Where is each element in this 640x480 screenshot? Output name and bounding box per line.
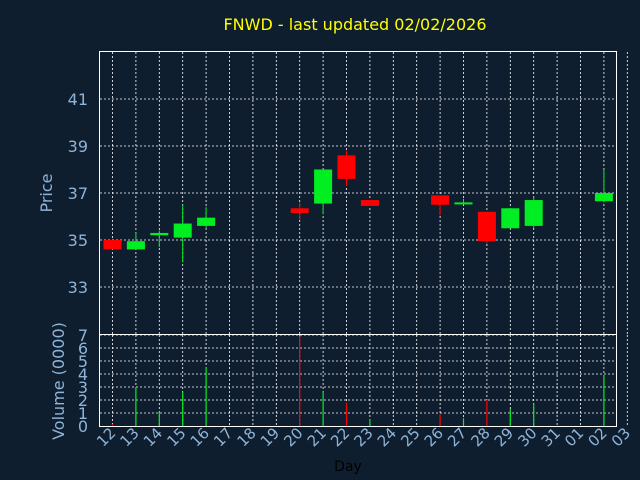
x-tick-label: 01	[561, 424, 587, 450]
candle-23	[360, 200, 379, 206]
candle-body	[477, 211, 496, 242]
candle-body	[126, 241, 145, 250]
volume-y-tick-label: 1	[78, 404, 88, 423]
candle-body	[501, 208, 520, 229]
candle-body	[173, 223, 192, 238]
x-tick-labels: 1213141516171819202122232425262728293031…	[93, 424, 634, 450]
x-tick-label: 28	[467, 424, 493, 450]
volume-y-tick-label: 3	[78, 378, 88, 397]
volume-y-tick-label: 7	[78, 326, 88, 345]
x-tick-label: 17	[210, 424, 236, 450]
volume-y-tick-label: 5	[78, 352, 88, 371]
candle-body	[431, 195, 450, 205]
candle-body	[524, 200, 543, 226]
candle-body	[197, 217, 216, 226]
x-tick-label: 14	[140, 424, 166, 450]
x-tick-label: 20	[280, 424, 306, 450]
x-tick-label: 03	[608, 424, 634, 450]
candle-22	[337, 150, 356, 186]
volume-y-tick-label: 6	[78, 339, 88, 358]
x-tick-label: 29	[491, 424, 517, 450]
x-tick-label: 27	[444, 424, 470, 450]
candle-30	[524, 196, 543, 229]
candle-body	[337, 155, 356, 179]
volume-plot-frame	[99, 334, 617, 427]
x-tick-label: 18	[233, 424, 259, 450]
price-y-tick-label: 41	[68, 90, 88, 109]
x-tick-label: 02	[584, 424, 610, 450]
candle-12	[103, 240, 122, 250]
volume-y-tick-label: 4	[78, 365, 88, 384]
candle-body	[360, 200, 379, 206]
price-y-tick-label: 35	[68, 231, 88, 250]
candle-13	[126, 232, 145, 250]
x-tick-label: 21	[304, 424, 330, 450]
price-grid	[100, 52, 628, 334]
candle-body	[594, 193, 613, 202]
candle-29	[501, 208, 520, 229]
x-tick-label: 15	[163, 424, 189, 450]
x-tick-label: 16	[187, 424, 213, 450]
candle-body	[290, 208, 309, 213]
price-y-tick-label: 39	[68, 137, 88, 156]
candle-28	[477, 211, 496, 244]
x-tick-label: 23	[350, 424, 376, 450]
candle-02	[594, 169, 613, 203]
x-tick-label: 22	[327, 424, 353, 450]
volume-y-tick-label: 2	[78, 391, 88, 410]
chart-title: FNWD - last updated 02/02/2026	[223, 15, 486, 34]
candle-body	[454, 202, 473, 205]
candle-20	[290, 202, 309, 221]
candle-14	[150, 230, 169, 248]
volume-y-tick-label: 0	[78, 417, 88, 436]
price-candles	[103, 150, 613, 263]
price-y-tick-label: 33	[68, 278, 88, 297]
x-tick-label: 25	[397, 424, 423, 450]
x-tick-label: 19	[257, 424, 283, 450]
x-tick-label: 12	[93, 424, 119, 450]
volume-axis-label: Volume (0000)	[49, 322, 68, 440]
x-tick-label: 24	[374, 424, 400, 450]
candle-body	[103, 240, 122, 250]
candle-26	[431, 195, 450, 216]
price-y-tick-label: 37	[68, 184, 88, 203]
x-tick-label: 13	[116, 424, 142, 450]
candle-body	[150, 232, 169, 236]
x-tick-label: 30	[514, 424, 540, 450]
x-tick-label: 26	[421, 424, 447, 450]
candle-27	[454, 198, 473, 205]
candle-body	[314, 169, 333, 204]
candle-16	[197, 207, 216, 229]
price-axis-label: Price	[37, 173, 56, 212]
x-tick-label: 31	[538, 424, 564, 450]
candle-15	[173, 204, 192, 263]
x-axis-label: Day	[334, 459, 362, 475]
volume-bars	[111, 336, 605, 426]
price-y-tick-labels: 33 35 37 39 41	[68, 90, 88, 297]
candle-21	[314, 169, 333, 215]
volume-grid	[100, 334, 628, 426]
